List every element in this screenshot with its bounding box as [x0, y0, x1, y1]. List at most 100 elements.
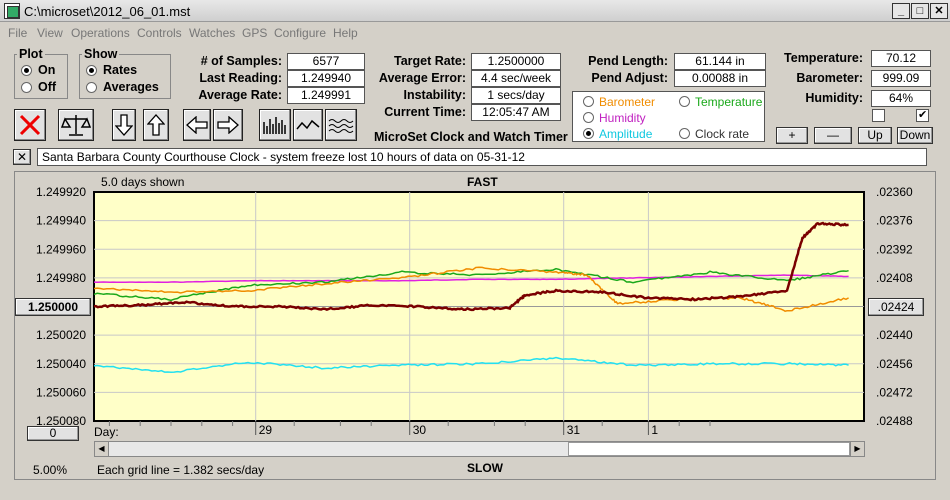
series-clock-rate-line: [93, 221, 849, 312]
y-right-tick-label: .02360: [876, 185, 913, 199]
left-arrow-button[interactable]: [183, 109, 211, 141]
plot-off-radio[interactable]: [21, 82, 32, 93]
x-tick-label: 1: [651, 423, 658, 437]
y-left-tick-label: 1.250060: [36, 385, 86, 399]
fast-label: FAST: [467, 175, 498, 189]
y-right-tick-label: .02440: [876, 328, 913, 342]
samples-field: 6577: [287, 53, 365, 70]
zero-button[interactable]: 0: [27, 426, 79, 441]
center-left-button[interactable]: 1.250000: [15, 298, 91, 316]
average-rate-field: 1.249991: [287, 87, 365, 104]
y-right-tick-label: .02488: [876, 414, 913, 428]
minus-button[interactable]: —: [814, 127, 852, 144]
menu-help[interactable]: Help: [333, 26, 358, 40]
y-left-tick-label: 1.250080: [36, 414, 86, 428]
right-checkbox[interactable]: [916, 108, 929, 122]
right-arrow-button[interactable]: [213, 109, 243, 141]
histogram-icon: [263, 117, 286, 134]
menu-operations[interactable]: Operations: [71, 26, 130, 40]
y-right-tick-label: .02392: [876, 242, 913, 256]
balance-button[interactable]: [58, 109, 94, 141]
plot-off-label: Off: [38, 80, 57, 94]
clock-rate-radio[interactable]: [679, 128, 690, 139]
menu-bar: File View Operations Controls Watches GP…: [0, 23, 950, 43]
note-close-button[interactable]: ✕: [13, 149, 31, 165]
pend-adjust-label: Pend Adjust:: [591, 71, 668, 85]
plot-on-radio[interactable]: [21, 65, 32, 76]
series-select-box: [572, 91, 765, 142]
day-label: Day:: [94, 425, 119, 439]
plot-on-label: On: [38, 63, 56, 77]
barometer-radio[interactable]: [583, 96, 594, 107]
note-field[interactable]: Santa Barbara County Courthouse Clock - …: [37, 148, 927, 166]
y-left-tick-label: 1.249920: [36, 185, 86, 199]
last-reading-field: 1.249940: [287, 70, 365, 87]
histogram-button[interactable]: [259, 109, 291, 141]
noise-button[interactable]: [325, 109, 357, 141]
x-tick-label: 31: [567, 423, 581, 437]
average-error-field: 4.4 sec/week: [471, 70, 561, 87]
arrow-down-icon: [115, 114, 133, 136]
x-tick-label: 30: [413, 423, 427, 437]
current-time-label: Current Time:: [384, 105, 466, 119]
minimize-button[interactable]: _: [892, 3, 910, 19]
center-right-button[interactable]: .02424: [868, 298, 924, 316]
plot-group: Plot: [14, 47, 68, 99]
horizontal-scrollbar[interactable]: ◀ ▶: [94, 441, 865, 457]
menu-gps[interactable]: GPS: [242, 26, 268, 40]
maximize-button[interactable]: □: [911, 3, 929, 19]
app-icon: [4, 3, 20, 19]
show-averages-radio[interactable]: [86, 82, 97, 93]
menu-file[interactable]: File: [8, 26, 28, 40]
left-checkbox[interactable]: [872, 109, 885, 122]
temperature-label: Temperature:: [784, 51, 863, 65]
pend-adjust-field: 0.00088 in: [674, 70, 766, 87]
days-shown-label: 5.0 days shown: [101, 175, 185, 189]
arrow-up-icon: [147, 114, 165, 136]
x-tick-label: 29: [259, 423, 273, 437]
grid-line-label: Each grid line = 1.382 secs/day: [97, 463, 265, 477]
y-left-tick-label: 1.249980: [36, 271, 86, 285]
y-left-tick-label: 1.249960: [36, 242, 86, 256]
scroll-left-arrow-icon[interactable]: ◀: [95, 442, 109, 456]
clock-rate-option-label: Clock rate: [695, 127, 750, 141]
scrollbar-thumb[interactable]: [568, 442, 850, 456]
amplitude-option-label: Amplitude: [599, 127, 653, 141]
y-left-tick-label: 1.250020: [36, 328, 86, 342]
menu-watches[interactable]: Watches: [189, 26, 236, 40]
current-time-field: 12:05:47 AM: [471, 104, 561, 121]
barometer-option-label: Barometer: [599, 95, 656, 109]
humidity-option-label: Humidity: [599, 111, 646, 125]
menu-view[interactable]: View: [37, 26, 63, 40]
show-rates-radio[interactable]: [86, 65, 97, 76]
title-bar: C:\microset\2012_06_01.mst _ □ ✕: [0, 0, 950, 22]
red-x-icon: [19, 114, 41, 136]
average-error-label: Average Error:: [378, 71, 466, 85]
wave-button[interactable]: [293, 109, 323, 141]
down-button[interactable]: Down: [897, 127, 933, 144]
temperature-field: 70.12: [871, 50, 931, 67]
instability-label: Instability:: [403, 88, 466, 102]
amplitude-radio[interactable]: [583, 128, 594, 139]
temperature-option-label: Temperature: [695, 95, 763, 109]
barometer-field: 999.09: [871, 70, 931, 87]
show-averages-label: Averages: [103, 80, 159, 94]
close-button[interactable]: ✕: [930, 3, 948, 19]
delete-button[interactable]: [14, 109, 46, 141]
temperature-radio[interactable]: [679, 96, 690, 107]
wave-icon: [296, 119, 320, 130]
up-arrow-button[interactable]: [143, 109, 169, 141]
series-amplitude-line: [93, 356, 849, 373]
y-right-tick-label: .02408: [876, 271, 913, 285]
arrow-right-icon: [217, 116, 239, 134]
scroll-right-arrow-icon[interactable]: ▶: [850, 442, 864, 456]
y-right-tick-label: .02472: [876, 385, 913, 399]
down-arrow-button[interactable]: [112, 109, 136, 141]
window-title: C:\microset\2012_06_01.mst: [24, 4, 191, 19]
humidity-radio[interactable]: [583, 112, 594, 123]
plus-button[interactable]: +: [776, 127, 808, 144]
menu-configure[interactable]: Configure: [274, 26, 327, 40]
menu-controls[interactable]: Controls: [137, 26, 182, 40]
up-button[interactable]: Up: [858, 127, 892, 144]
